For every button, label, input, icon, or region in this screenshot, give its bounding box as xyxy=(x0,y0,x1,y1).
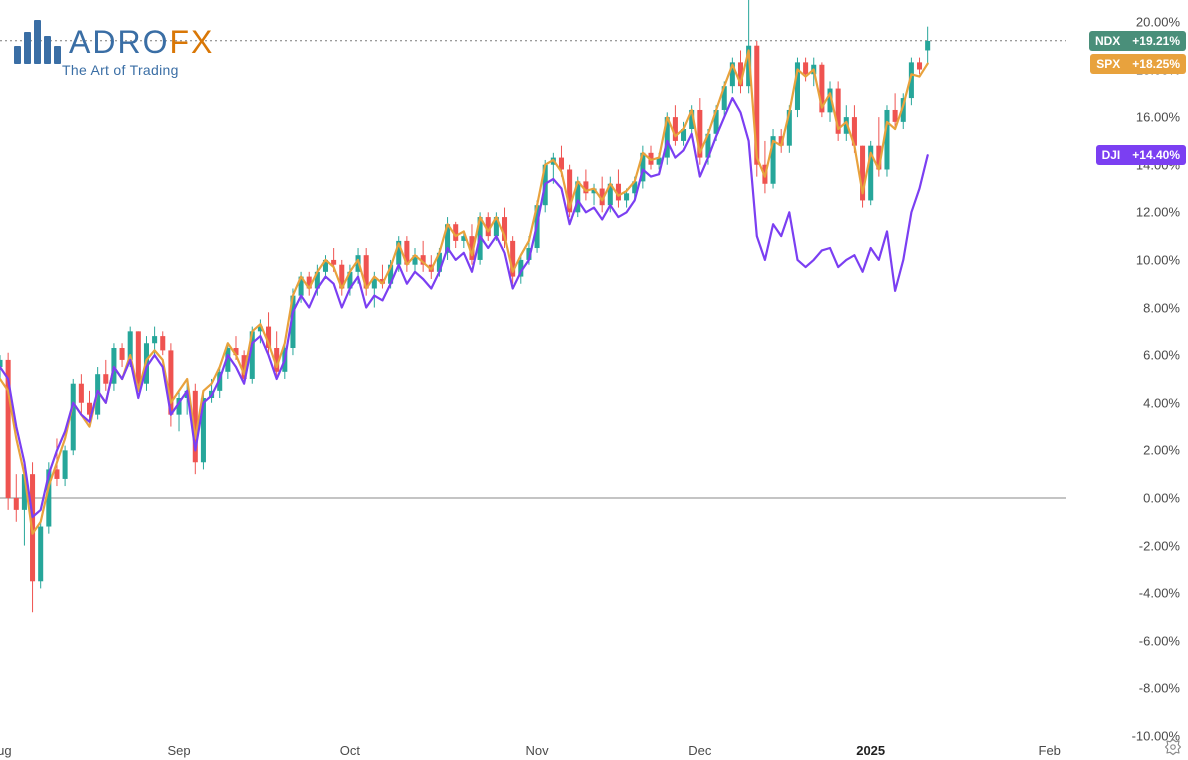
x-axis-tick-label: Sep xyxy=(167,743,190,758)
logo-tagline: The Art of Trading xyxy=(62,62,214,78)
x-axis-tick-label: Nov xyxy=(526,743,549,758)
badge-symbol: SPX xyxy=(1090,54,1126,74)
y-axis-tick-label: 10.00% xyxy=(1134,252,1182,267)
badge-symbol: NDX xyxy=(1089,31,1126,51)
y-axis-tick-label: 8.00% xyxy=(1141,300,1182,315)
y-axis-tick-label: 0.00% xyxy=(1141,490,1182,505)
y-axis-tick-label: -2.00% xyxy=(1137,538,1182,553)
x-axis-tick-label: Feb xyxy=(1039,743,1061,758)
x-axis-tick-label: Aug xyxy=(0,743,12,758)
brand-logo: ADROFX The Art of Trading xyxy=(14,20,214,78)
x-axis-tick-label: Dec xyxy=(688,743,711,758)
badge-value: +14.40% xyxy=(1126,145,1186,165)
logo-text-a: ADRO xyxy=(69,24,169,60)
price-badge-dji: DJI+14.40% xyxy=(1096,145,1186,165)
y-axis-tick-label: 20.00% xyxy=(1134,14,1182,29)
price-chart[interactable] xyxy=(0,0,1188,760)
badge-value: +19.21% xyxy=(1126,31,1186,51)
price-badge-ndx: NDX+19.21% xyxy=(1089,31,1186,51)
x-axis-tick-label: 2025 xyxy=(856,743,885,758)
y-axis-tick-label: 12.00% xyxy=(1134,205,1182,220)
y-axis-tick-label: 16.00% xyxy=(1134,110,1182,125)
badge-value: +18.25% xyxy=(1126,54,1186,74)
logo-text-b: FX xyxy=(169,24,214,60)
price-badge-spx: SPX+18.25% xyxy=(1090,54,1186,74)
y-axis-tick-label: -4.00% xyxy=(1137,586,1182,601)
y-axis-tick-label: 6.00% xyxy=(1141,348,1182,363)
y-axis-tick-label: -8.00% xyxy=(1137,681,1182,696)
y-axis-tick-label: -6.00% xyxy=(1137,633,1182,648)
logo-wordmark: ADROFX xyxy=(69,24,214,61)
logo-bars-icon xyxy=(14,20,61,64)
settings-icon[interactable] xyxy=(1164,738,1182,756)
x-axis-tick-label: Oct xyxy=(340,743,360,758)
y-axis-tick-label: 4.00% xyxy=(1141,395,1182,410)
y-axis-tick-label: 2.00% xyxy=(1141,443,1182,458)
chart-container[interactable]: ADROFX The Art of Trading -10.00%-8.00%-… xyxy=(0,0,1188,760)
badge-symbol: DJI xyxy=(1096,145,1127,165)
